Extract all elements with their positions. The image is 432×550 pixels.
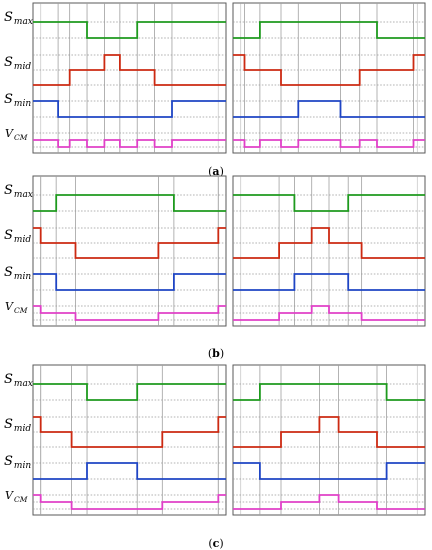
panel-3-left <box>32 364 227 516</box>
plot-frame <box>32 364 227 516</box>
row-label-s-mid: Smid <box>4 55 31 72</box>
panel-caption: (a) <box>208 165 224 178</box>
row-label-s-mid: Smid <box>4 228 31 245</box>
waveform-s-min <box>33 273 226 291</box>
row-label-s-mid: Smid <box>4 417 31 434</box>
row-label-s-min: Smin <box>4 265 31 282</box>
row-labels-3: Smax Smid Smin VCM <box>4 372 33 504</box>
panel-1-right <box>232 2 426 154</box>
plot-frame <box>232 2 426 154</box>
row-label-s-min: Smin <box>4 454 31 471</box>
row-label-v-cm: VCM <box>5 300 28 315</box>
waveform-s-mid <box>33 416 226 448</box>
panels-layer: Smax Smid Smin VCM (a) Smax Smid Smin VCM (b) Smax… <box>4 2 426 550</box>
row-label-s-max: Smax <box>4 372 33 389</box>
waveform-s-mid <box>233 54 425 86</box>
plot-frame <box>32 2 227 154</box>
waveform-s-max <box>33 383 226 401</box>
row-label-v-cm: VCM <box>5 489 28 504</box>
waveform-v-cm <box>33 139 226 148</box>
waveform-s-mid <box>33 54 226 86</box>
waveform-v-cm <box>233 305 425 321</box>
panel-2-left <box>32 175 227 327</box>
waveform-s-max <box>233 194 425 212</box>
waveform-v-cm <box>233 494 425 510</box>
waveform-s-max <box>33 194 226 212</box>
panel-1-left <box>32 2 227 154</box>
waveform-s-mid <box>33 227 226 259</box>
waveform-s-max <box>233 21 425 39</box>
panel-caption: (c) <box>208 537 223 550</box>
waveform-s-mid <box>233 227 425 259</box>
waveform-s-max <box>233 383 425 401</box>
plot-frame <box>232 364 426 516</box>
row-label-v-cm: VCM <box>5 127 28 142</box>
waveform-s-min <box>233 100 425 118</box>
panel-2-right <box>232 175 426 327</box>
waveform-s-min <box>33 100 226 118</box>
waveform-v-cm <box>233 139 425 148</box>
waveform-v-cm <box>33 494 226 510</box>
waveform-s-min <box>233 273 425 291</box>
plot-frame <box>32 175 227 327</box>
row-labels-2: Smax Smid Smin VCM <box>4 183 33 315</box>
panel-3-right <box>232 364 426 516</box>
waveform-s-max <box>33 21 226 39</box>
waveform-s-min <box>33 462 226 480</box>
row-label-s-max: Smax <box>4 10 33 27</box>
waveform-s-mid <box>233 416 425 448</box>
row-label-s-max: Smax <box>4 183 33 200</box>
row-label-s-min: Smin <box>4 92 31 109</box>
row-labels-1: Smax Smid Smin VCM <box>4 10 33 142</box>
panel-caption: (b) <box>208 347 224 360</box>
waveform-v-cm <box>33 305 226 321</box>
waveform-s-min <box>233 462 425 480</box>
